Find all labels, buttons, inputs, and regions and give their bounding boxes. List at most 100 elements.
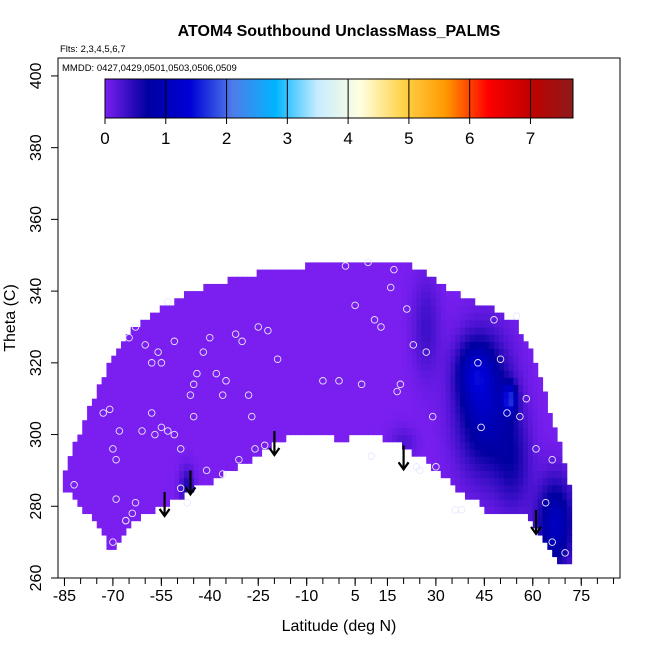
heatmap-cell — [498, 334, 505, 342]
heatmap-cell — [271, 319, 277, 328]
heatmap-cell — [309, 405, 316, 414]
heatmap-cell — [120, 520, 127, 529]
heatmap-cell — [460, 434, 466, 443]
heatmap-cell — [368, 362, 374, 371]
heatmap-cell — [464, 448, 471, 457]
heatmap-cell — [198, 434, 204, 443]
heatmap-cell — [217, 391, 224, 400]
heatmap-cell — [450, 477, 456, 486]
heatmap-cell — [237, 434, 243, 443]
heatmap-cell — [300, 326, 306, 335]
heatmap-cell — [392, 312, 398, 321]
heatmap-cell — [120, 434, 127, 443]
heatmap-cell — [527, 427, 534, 436]
heatmap-cell — [494, 477, 500, 486]
heatmap-cell — [276, 420, 282, 428]
heatmap-cell — [498, 463, 505, 472]
heatmap-cell — [464, 391, 471, 400]
heatmap-cell — [208, 370, 214, 378]
heatmap-cell — [494, 506, 500, 515]
heatmap-cell — [537, 384, 544, 393]
heatmap-cell — [256, 269, 263, 278]
heatmap-cell — [431, 326, 437, 335]
heatmap-cell — [203, 334, 209, 342]
heatmap-cell — [135, 413, 141, 421]
heatmap-cell — [503, 413, 510, 421]
heatmap-cell — [242, 312, 248, 321]
sample-point — [193, 369, 201, 378]
heatmap-cell — [547, 463, 553, 472]
heatmap-cell — [527, 420, 534, 428]
heatmap-cell — [140, 391, 146, 400]
heatmap-cell — [125, 456, 132, 464]
heatmap-cell — [377, 398, 384, 407]
heatmap-cell — [125, 484, 132, 493]
heatmap-cell — [183, 405, 190, 414]
heatmap-cell — [513, 413, 519, 421]
heatmap-cell — [222, 398, 229, 407]
heatmap-cell — [513, 463, 519, 472]
heatmap-cell — [193, 448, 200, 457]
heatmap-cell — [111, 427, 117, 436]
heatmap-cell — [237, 305, 243, 314]
heatmap-cell — [120, 377, 127, 385]
heatmap-cell — [527, 362, 534, 371]
heatmap-cell — [469, 312, 476, 321]
heatmap-cell — [498, 506, 505, 515]
heatmap-cell — [368, 398, 374, 407]
heatmap-cell — [96, 434, 103, 443]
heatmap-cell — [314, 362, 321, 371]
heatmap-cell — [397, 334, 403, 342]
heatmap-cell — [498, 319, 505, 328]
heatmap-cell — [125, 413, 132, 421]
heatmap-cell — [183, 420, 190, 428]
heatmap-cell — [348, 370, 355, 378]
heatmap-cell — [246, 326, 253, 335]
heatmap-cell — [295, 384, 301, 393]
heatmap-cell — [140, 370, 146, 378]
heatmap-cell — [290, 377, 296, 385]
heatmap-cell — [343, 377, 350, 385]
heatmap-cell — [348, 420, 355, 428]
heatmap-cell — [193, 377, 200, 385]
heatmap-cell — [411, 391, 418, 400]
heatmap-cell — [227, 312, 234, 321]
heatmap-cell — [256, 377, 263, 385]
heatmap-cell — [523, 405, 529, 414]
heatmap-cell — [440, 341, 447, 350]
heatmap-cell — [111, 470, 117, 479]
heatmap-cell — [91, 499, 98, 507]
heatmap-cell — [479, 456, 485, 464]
heatmap-cell — [450, 413, 456, 421]
sample-point — [254, 323, 263, 331]
heatmap-cell — [421, 370, 427, 378]
heatmap-cell — [130, 513, 137, 522]
heatmap-cell — [116, 427, 122, 436]
heatmap-cell — [130, 448, 137, 457]
heatmap-cell — [363, 413, 369, 421]
heatmap-cell — [518, 434, 524, 443]
heatmap-cell — [319, 326, 326, 335]
heatmap-cell — [445, 370, 452, 378]
heatmap-cell — [319, 291, 326, 299]
heatmap-cell — [203, 434, 209, 443]
heatmap-cell — [397, 276, 403, 285]
heatmap-cell — [469, 384, 476, 393]
heatmap-cell — [271, 341, 277, 350]
heatmap-cell — [150, 319, 156, 328]
heatmap-cell — [508, 413, 515, 421]
heatmap-cell — [198, 477, 204, 486]
heatmap-cell — [508, 334, 515, 342]
heatmap-cell — [494, 491, 500, 500]
heatmap-cell — [305, 420, 311, 428]
x-tick-label: 15 — [379, 588, 397, 605]
heatmap-cell — [130, 334, 137, 342]
heatmap-cell — [440, 283, 447, 292]
heatmap-cell — [101, 377, 108, 385]
heatmap-cell — [484, 420, 490, 428]
heatmap-cell — [542, 405, 548, 414]
heatmap-cell — [276, 405, 282, 414]
heatmap-cell — [484, 491, 490, 500]
heatmap-cell — [358, 362, 364, 371]
